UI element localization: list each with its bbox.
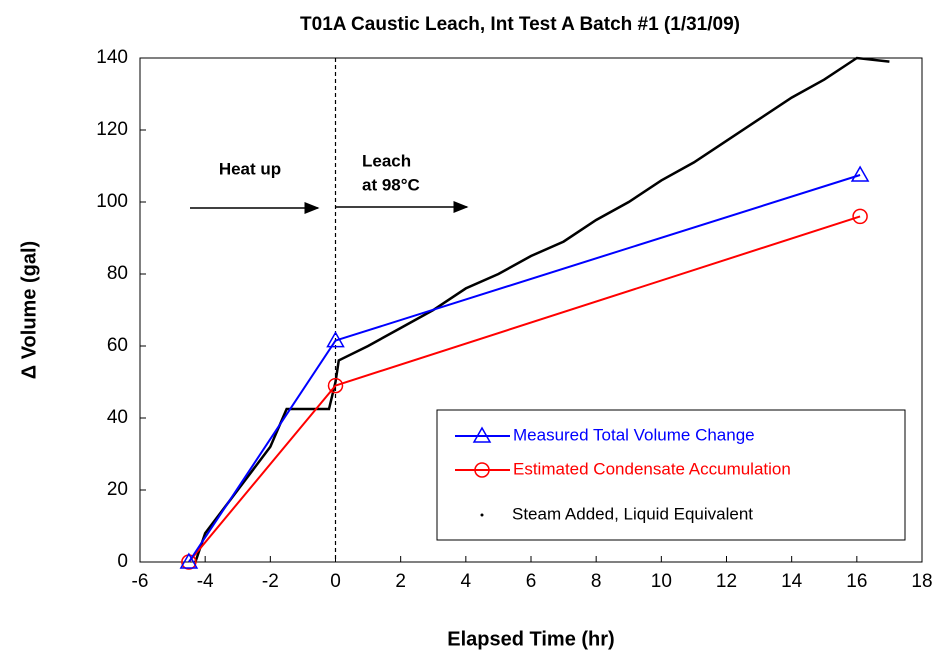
x-tick-label: 16: [846, 571, 867, 592]
x-tick-label: 0: [330, 571, 341, 592]
y-tick-label: 0: [117, 551, 128, 572]
annotation: at 98°C: [362, 175, 420, 194]
annotation: Leach: [362, 151, 411, 170]
legend-label: Estimated Condensate Accumulation: [513, 459, 791, 478]
marker: [326, 331, 345, 348]
series-line: [188, 215, 861, 563]
legend-label: Steam Added, Liquid Equivalent: [512, 504, 753, 523]
x-tick-label: 4: [461, 571, 472, 592]
series-line: [194, 56, 890, 563]
x-tick-label: 2: [395, 571, 406, 592]
x-axis-label: Elapsed Time (hr): [447, 628, 614, 650]
marker: [327, 377, 344, 394]
x-tick-label: 14: [781, 571, 803, 592]
x-tick-label: 10: [651, 571, 672, 592]
marker: [852, 208, 868, 225]
x-tick-label: 12: [716, 571, 737, 592]
y-tick-label: 120: [96, 119, 128, 140]
y-tick-label: 20: [107, 479, 128, 500]
x-tick-label: -4: [197, 571, 214, 592]
x-tick-label: 6: [526, 571, 537, 592]
x-tick-label: 18: [911, 571, 932, 592]
marker: [480, 513, 484, 517]
y-tick-label: 40: [107, 407, 128, 428]
y-tick-label: 80: [107, 263, 128, 284]
y-tick-label: 100: [96, 191, 128, 212]
x-tick-label: -6: [132, 571, 149, 592]
legend: [436, 409, 906, 541]
y-axis-label: Δ Volume (gal): [18, 241, 40, 379]
x-tick-label: 8: [591, 571, 602, 592]
marker: [850, 165, 870, 182]
chart-title: T01A Caustic Leach, Int Test A Batch #1 …: [300, 14, 740, 35]
series-line: [188, 174, 861, 563]
y-tick-label: 60: [107, 335, 128, 356]
annotation: Heat up: [219, 159, 281, 178]
marker: [472, 426, 492, 443]
marker: [474, 462, 490, 478]
legend-label: Measured Total Volume Change: [513, 425, 755, 444]
marker: [179, 552, 199, 569]
y-tick-label: 140: [96, 47, 128, 68]
x-tick-label: -2: [262, 571, 279, 592]
